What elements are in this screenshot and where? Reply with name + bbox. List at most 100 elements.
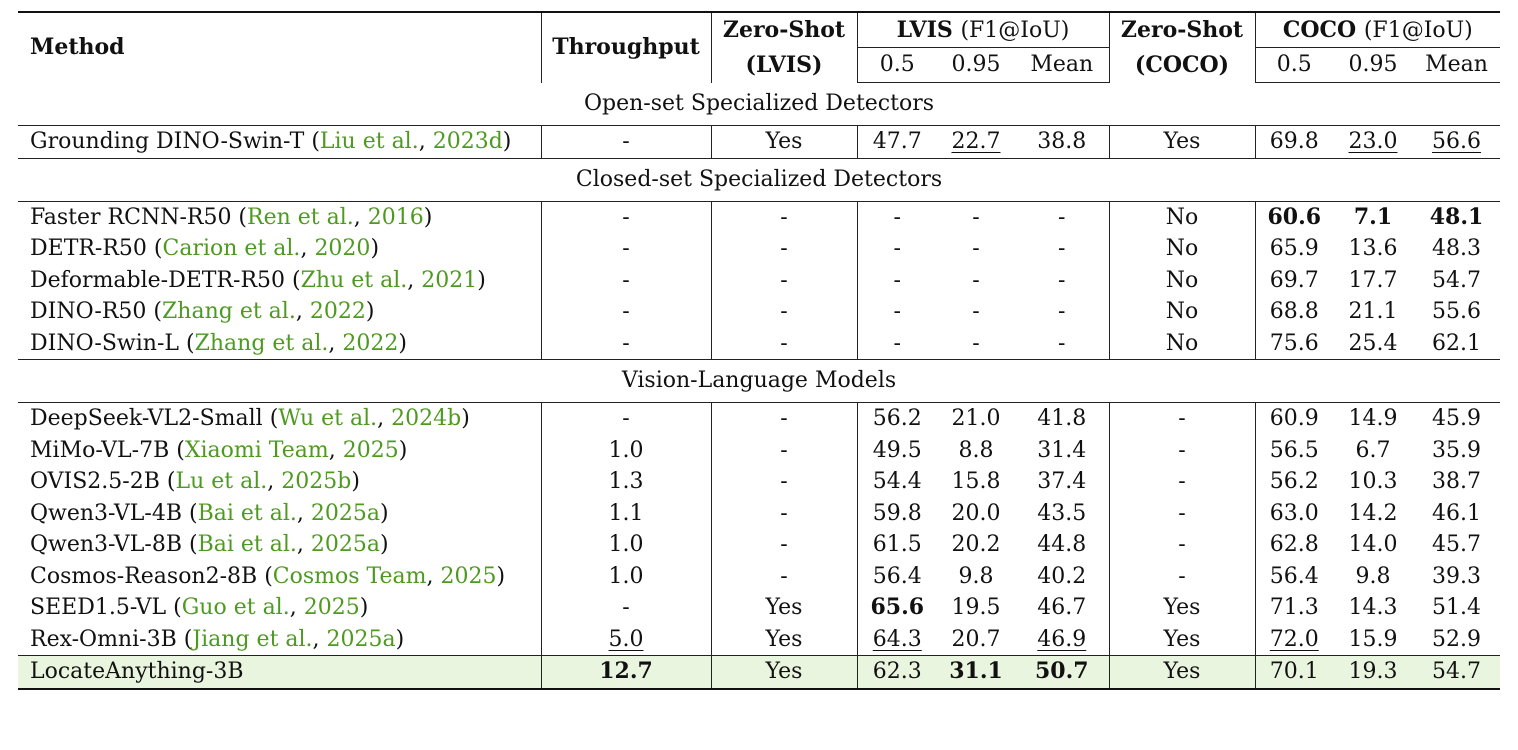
citation-year-link[interactable]: 2025b bbox=[281, 469, 352, 494]
citation-year-link[interactable]: 2022 bbox=[342, 330, 399, 356]
citation-year-link[interactable]: 2025 bbox=[303, 595, 360, 620]
cell-value: 38.8 bbox=[1037, 129, 1087, 154]
cell-coco-mean: 54.7 bbox=[1413, 655, 1501, 689]
citation-author-link[interactable]: Bai et al. bbox=[197, 532, 297, 557]
citation-author-link[interactable]: Ren et al. bbox=[247, 204, 354, 230]
cell-coco-095: 14.0 bbox=[1333, 529, 1413, 561]
cell-lvis-05: - bbox=[856, 233, 937, 265]
citation-author-link[interactable]: Bai et al. bbox=[197, 500, 297, 526]
header-lvis-mean: Mean bbox=[1015, 47, 1110, 83]
cell-value: 19.5 bbox=[951, 595, 1001, 620]
citation-year-link[interactable]: 2016 bbox=[367, 204, 424, 230]
cell-coco-05: 56.5 bbox=[1254, 434, 1334, 466]
cell-value: No bbox=[1165, 204, 1199, 230]
cell-method: Qwen3-VL-8B (Bai et al., 2025a) bbox=[30, 532, 389, 557]
cell-lvis-mean: 50.7 bbox=[1015, 655, 1110, 689]
cell-lvis-095: - bbox=[937, 265, 1015, 297]
citation-year-link[interactable]: 2025a bbox=[310, 500, 380, 526]
citation-author-link[interactable]: Xiaomi Team bbox=[184, 437, 329, 463]
cell-coco-095: 14.2 bbox=[1333, 498, 1413, 530]
section-title: Open-set Specialized Detectors bbox=[18, 82, 1501, 126]
cell-value: - bbox=[780, 437, 788, 463]
cell-value: 70.1 bbox=[1269, 659, 1319, 684]
citation-year-link[interactable]: 2022 bbox=[309, 299, 366, 324]
header-zero-shot-lvis: Zero-Shot bbox=[710, 12, 857, 48]
cell-value: - bbox=[893, 330, 901, 356]
table-row: DeepSeek-VL2-Small (Wu et al., 2024b) - - 5… bbox=[18, 402, 1500, 435]
cell-value: 31.4 bbox=[1037, 437, 1087, 463]
cell-method: LocateAnything-3B bbox=[18, 655, 541, 689]
citation-author-link[interactable]: Zhang et al. bbox=[162, 299, 296, 324]
table-row: MiMo-VL-7B (Xiaomi Team, 2025) 1.0 - 49.5 8.… bbox=[18, 434, 1500, 466]
citation-year-link[interactable]: 2024b bbox=[391, 406, 462, 431]
cell-coco-095: 10.3 bbox=[1333, 466, 1413, 498]
cell-value: 10.3 bbox=[1348, 469, 1398, 494]
citation-author-link[interactable]: Carion et al. bbox=[162, 236, 301, 261]
cell-value: - bbox=[622, 299, 630, 324]
cell-lvis-05: 64.3 bbox=[856, 623, 937, 656]
cell-value: 39.3 bbox=[1432, 563, 1482, 589]
header-lvis-metric: (F1@IoU) bbox=[960, 17, 1070, 43]
cell-lvis-mean: - bbox=[1015, 233, 1109, 265]
cell-value: Yes bbox=[765, 626, 803, 652]
citation-year-link[interactable]: 2025 bbox=[342, 437, 399, 463]
cell-throughput: - bbox=[540, 125, 711, 159]
cell-throughput: 1.3 bbox=[540, 466, 711, 498]
cell-lvis-mean: - bbox=[1015, 327, 1110, 360]
cell-value: 54.7 bbox=[1432, 659, 1482, 684]
cell-zs-lvis: - bbox=[710, 327, 857, 360]
cell-value: 38.7 bbox=[1432, 469, 1482, 494]
citation-author-link[interactable]: Wu et al. bbox=[278, 406, 378, 431]
citation-author-link[interactable]: Guo et al. bbox=[181, 595, 290, 620]
table-row: Faster RCNN-R50 (Ren et al., 2016) - - - - - N… bbox=[18, 201, 1500, 233]
cell-value: - bbox=[972, 236, 980, 261]
cell-value: 25.4 bbox=[1348, 330, 1398, 356]
cell-value: - bbox=[780, 563, 788, 589]
cell-value: 47.7 bbox=[872, 129, 922, 154]
cell-zs-coco: - bbox=[1108, 434, 1256, 466]
citation-author-link[interactable]: Cosmos Team bbox=[272, 563, 427, 589]
cell-value: - bbox=[622, 236, 630, 261]
cell-value: 43.5 bbox=[1037, 500, 1087, 526]
cell-coco-05: 69.7 bbox=[1254, 264, 1334, 296]
method-name: OVIS2.5-2B bbox=[30, 469, 160, 494]
cell-value: - bbox=[780, 299, 788, 324]
cell-coco-mean: 52.9 bbox=[1413, 623, 1501, 656]
method-name: MiMo-VL-7B bbox=[30, 437, 170, 463]
cell-value: 14.2 bbox=[1348, 500, 1398, 526]
cell-coco-mean: 45.9 bbox=[1413, 403, 1500, 435]
cell-value: 75.6 bbox=[1269, 330, 1319, 356]
cell-lvis-095: 20.2 bbox=[937, 529, 1015, 561]
citation-year-link[interactable]: 2023d bbox=[432, 129, 503, 154]
cell-value: 12.7 bbox=[599, 658, 653, 684]
header-coco-paren: (COCO) bbox=[1108, 47, 1256, 83]
citation-author-link[interactable]: Lu et al. bbox=[175, 469, 268, 494]
cell-throughput: - bbox=[540, 402, 711, 435]
cell-value: - bbox=[1178, 500, 1186, 526]
cell-value: 63.0 bbox=[1269, 500, 1319, 526]
cell-value: Yes bbox=[1163, 626, 1201, 652]
table-row: Qwen3-VL-4B (Bai et al., 2025a) 1.1 - 59.8 2… bbox=[18, 497, 1500, 530]
cell-value: - bbox=[972, 267, 980, 293]
cell-coco-mean: 54.7 bbox=[1413, 265, 1500, 297]
cell-value: 60.9 bbox=[1269, 406, 1319, 431]
cell-coco-mean: 48.1 bbox=[1413, 201, 1500, 233]
cell-throughput: - bbox=[540, 296, 711, 328]
cell-lvis-mean: 40.2 bbox=[1015, 561, 1109, 593]
cell-zs-coco: Yes bbox=[1108, 592, 1256, 624]
cell-zs-coco: - bbox=[1108, 560, 1256, 592]
header-zero-shot-coco: Zero-Shot bbox=[1108, 12, 1256, 48]
citation-year-link[interactable]: 2020 bbox=[314, 236, 371, 261]
section-header-row: Closed-set Specialized Detectors bbox=[18, 158, 1501, 202]
citation-author-link[interactable]: Zhang et al. bbox=[194, 330, 329, 356]
cell-lvis-mean: 44.8 bbox=[1015, 529, 1109, 561]
citation-year-link[interactable]: 2021 bbox=[421, 267, 478, 293]
citation-author-link[interactable]: Jiang et al. bbox=[192, 626, 313, 652]
citation-year-link[interactable]: 2025a bbox=[310, 532, 380, 557]
citation-author-link[interactable]: Zhu et al. bbox=[300, 267, 408, 293]
cell-value: - bbox=[1058, 299, 1066, 324]
citation-year-link[interactable]: 2025 bbox=[440, 563, 497, 589]
citation-author-link[interactable]: Liu et al. bbox=[319, 129, 419, 154]
citation-year-link[interactable]: 2025a bbox=[326, 626, 396, 652]
cell-throughput: - bbox=[540, 592, 711, 624]
